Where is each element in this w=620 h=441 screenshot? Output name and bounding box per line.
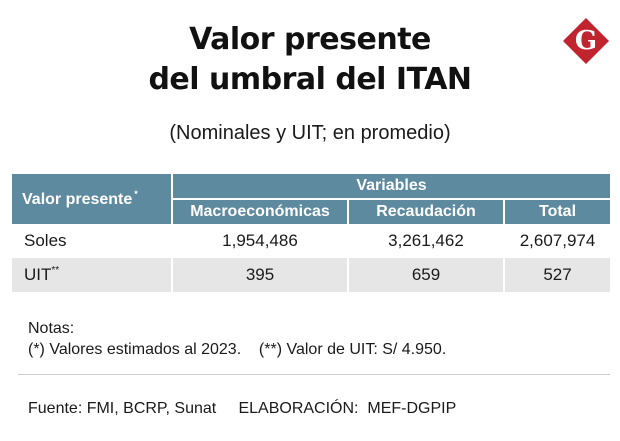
row-label-soles: Soles [12, 224, 173, 258]
cell-value: 659 [349, 258, 505, 292]
cell-value: 1,954,486 [173, 224, 349, 258]
notes-line: (*) Valores estimados al 2023. (**) Valo… [28, 339, 446, 360]
subtitle: (Nominales y UIT; en promedio) [169, 122, 451, 144]
note-1: (*) Valores estimados al 2023. [28, 341, 242, 358]
notes-heading: Notas: [28, 320, 75, 337]
header-total: Total [505, 200, 611, 224]
logo-letter: G [575, 26, 597, 56]
title-line-2: del umbral del ITAN [148, 62, 472, 97]
cell-value: 395 [173, 258, 349, 292]
source-text: Fuente: FMI, BCRP, Sunat [28, 400, 217, 417]
table-row: UIT** 395 659 527 [12, 258, 611, 292]
footer: Fuente: FMI, BCRP, Sunat ELABORACIÓN: ME… [28, 400, 456, 418]
divider [18, 374, 610, 375]
chart-title: Valor presente del umbral del ITAN [0, 20, 620, 100]
cell-value: 2,607,974 [519, 231, 596, 250]
data-table: Valor presente * Variables Macroeconómica… [12, 174, 611, 292]
header-recaudacion: Recaudación [349, 200, 505, 224]
note-2: (**) Valor de UIT: S/ 4.950. [258, 341, 447, 358]
row-label-uit: UIT** [12, 258, 173, 292]
header-macroeconomicas: Macroeconómicas [173, 200, 349, 224]
header-variables: Variables [173, 174, 611, 200]
cell-value: 3,261,462 [349, 224, 505, 258]
header-valor-presente: Valor presente * [12, 174, 173, 224]
credit-text: ELABORACIÓN: MEF-DGPIP [238, 400, 457, 417]
gestion-logo-icon: G [563, 18, 609, 64]
cell-value: 527 [505, 258, 611, 292]
title-line-1: Valor presente [189, 22, 431, 57]
notes: Notas: (*) Valores estimados al 2023. (*… [28, 318, 446, 360]
table-row: Soles 1,954,486 3,261,462 2,607,974 [12, 224, 610, 258]
